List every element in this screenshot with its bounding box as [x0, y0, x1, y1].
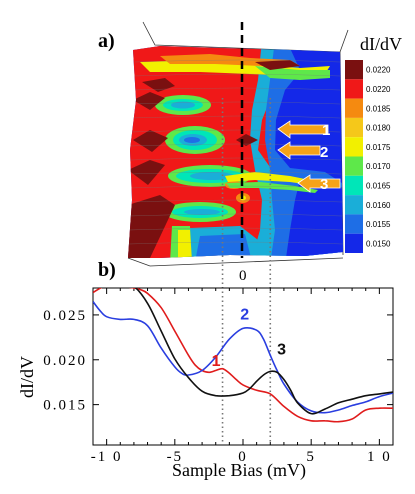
legend-level-label: 0.0155 — [366, 220, 391, 229]
series-line-2 — [93, 301, 393, 414]
map-arrow-3: 3 — [297, 174, 341, 193]
legend-level-label: 0.0150 — [366, 239, 391, 248]
legend-level-label: 0.0160 — [366, 201, 391, 210]
y-tick-label: 0.025 — [43, 308, 87, 324]
conductance-map: 1 2 3 — [127, 21, 349, 267]
legend-swatch — [345, 214, 363, 234]
legend-swatch — [345, 79, 363, 99]
series-label-1: 1 — [212, 353, 221, 370]
map-legend-title: dI/dV — [360, 34, 402, 54]
legend-level-label: 0.0165 — [366, 181, 391, 190]
panel-a-label: a) — [98, 30, 115, 52]
y-tick-label: 0.015 — [43, 398, 87, 414]
legend-swatch — [345, 195, 363, 215]
legend-swatch — [345, 175, 363, 196]
zero-bias-label: 0 — [239, 268, 249, 284]
legend-level-label: 0.0175 — [366, 143, 391, 152]
legend-level-label: 0.0220 — [366, 66, 391, 75]
arrow-1-shape — [277, 120, 329, 139]
legend-swatch — [345, 117, 363, 138]
arrow-3-shape — [297, 174, 341, 193]
panel-b-label: b) — [98, 259, 116, 281]
x-tick-label: 5 — [306, 449, 316, 465]
x-tick-label: 1 0 — [367, 449, 392, 465]
legend-level-label: 0.0185 — [366, 104, 391, 113]
map-box-outline — [142, 21, 349, 53]
arrow-2-label: 2 — [320, 144, 328, 161]
legend-swatch — [345, 98, 363, 118]
y-tick-label: 0.020 — [43, 353, 87, 369]
x-tick-label: -1 0 — [91, 449, 123, 465]
legend-swatch — [345, 60, 363, 80]
series-line-3 — [134, 288, 393, 415]
map-box-floor — [149, 257, 344, 267]
arrow-3-label: 3 — [320, 176, 328, 193]
arrow-2-shape — [277, 141, 321, 160]
x-axis: -1 0 -5 0 5 1 0 — [91, 288, 392, 465]
legend-level-label: 0.0180 — [366, 124, 391, 133]
series-label-3: 3 — [277, 341, 286, 358]
series-labels: 1 2 3 — [212, 306, 286, 370]
x-axis-title: Sample Bias (mV) — [172, 460, 306, 481]
legend-swatch — [345, 233, 363, 253]
reference-lines — [221, 98, 272, 445]
legend-level-label: 0.0220 — [366, 85, 391, 94]
arrow-1-label: 1 — [322, 122, 330, 139]
map-arrow-1: 1 — [277, 120, 330, 139]
series-line-1 — [93, 288, 393, 423]
map-box-edge-bottom — [127, 257, 151, 267]
map-legend: dI/dV 0.0220 0.0220 0.0185 0.0180 0.0175 0.01… — [345, 34, 402, 253]
legend-level-label: 0.0170 — [366, 162, 391, 171]
legend-swatch — [345, 156, 363, 176]
y-axis: 0.015 0.020 0.025 — [43, 308, 393, 414]
x-tick-label: -5 — [167, 449, 184, 465]
x-tick-label: 0 — [238, 449, 248, 465]
series-label-2: 2 — [240, 306, 249, 323]
series-group — [93, 288, 393, 423]
legend-swatch — [345, 137, 363, 157]
y-axis-title: dI/dV — [17, 356, 37, 398]
spectra-chart: 0.015 0.020 0.025 -1 0 -5 0 5 1 0 1 2 3 Sample B… — [17, 287, 394, 481]
legend-swatches: 0.0220 0.0220 0.0185 0.0180 0.0175 0.0170 0.01… — [345, 60, 391, 253]
map-arrow-2: 2 — [277, 141, 328, 161]
